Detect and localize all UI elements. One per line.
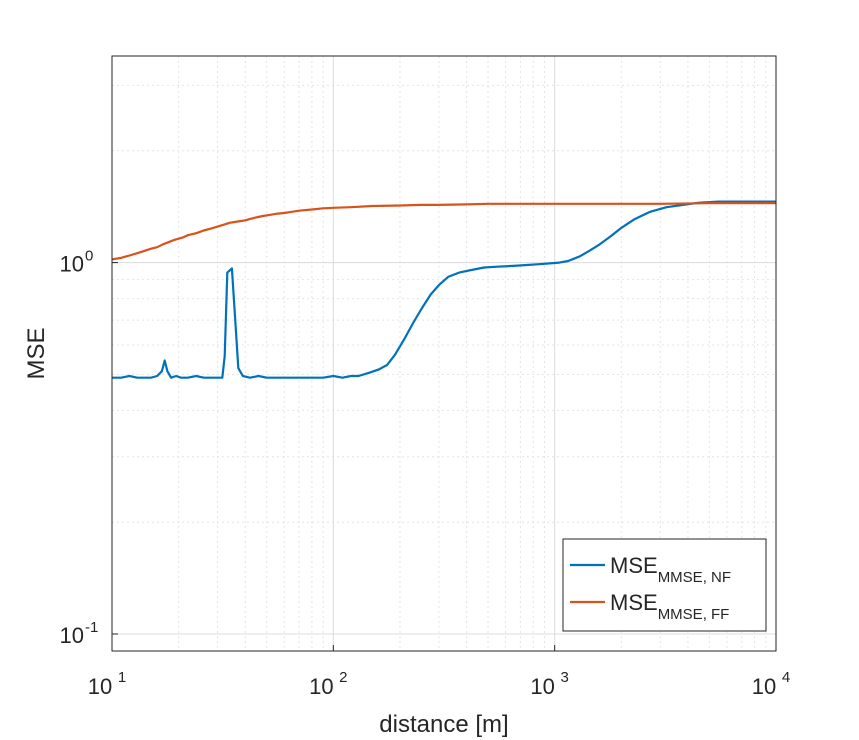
series-line-1: [112, 200, 776, 379]
legend-subscript-2: MMSE, FF: [658, 606, 730, 623]
x-axis-title: distance [m]: [379, 711, 508, 738]
y-tick-exponent: -1: [85, 619, 98, 636]
x-tick-exponent: 1: [118, 669, 126, 686]
plot-area-frame: [111, 55, 777, 652]
legend-box: [562, 538, 767, 632]
legend-subscript-1: MMSE, NF: [658, 569, 731, 586]
x-tick-exponent: 3: [560, 669, 568, 686]
x-axis-ticks: 10 1 10 2 10 3 10 4: [88, 645, 790, 699]
y-tick-label: 10: [60, 623, 84, 648]
series-line-2: [111, 202, 776, 261]
series-layer: [111, 200, 776, 379]
x-tick-exponent: 2: [339, 669, 347, 686]
y-axis-title: MSE: [23, 327, 50, 379]
x-tick-label: 10: [530, 674, 554, 699]
x-tick-label: 10: [309, 674, 333, 699]
y-tick-exponent: 0: [85, 248, 93, 265]
x-tick-label: 10: [88, 674, 112, 699]
x-tick-label: 10: [752, 674, 776, 699]
x-tick-exponent: 4: [782, 669, 790, 686]
y-tick-label: 10: [60, 252, 84, 277]
